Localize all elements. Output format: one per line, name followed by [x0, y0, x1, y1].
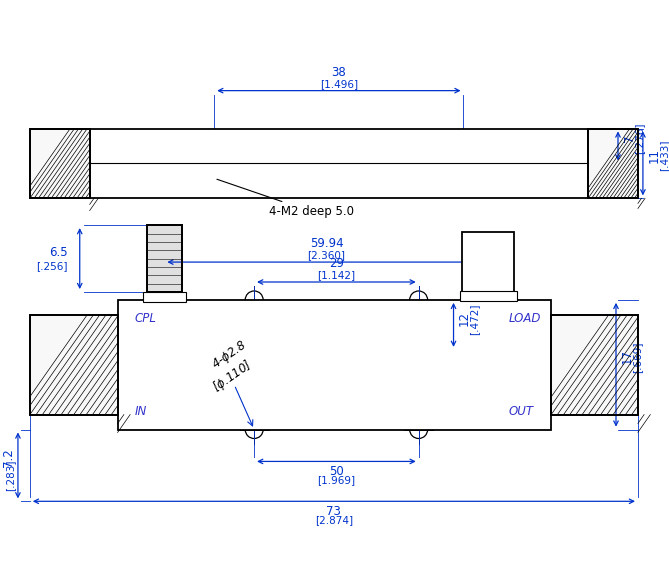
Text: 73: 73: [326, 505, 341, 518]
Text: [.669]: [.669]: [632, 341, 642, 373]
Text: 7.2: 7.2: [2, 448, 15, 467]
Bar: [90, 128, 588, 198]
Bar: [147, 225, 183, 292]
Bar: [588, 128, 638, 198]
Bar: [30, 315, 118, 414]
Bar: [118, 300, 551, 430]
Text: [1.969]: [1.969]: [317, 475, 355, 486]
Text: 29: 29: [329, 257, 344, 270]
Text: [1.142]: [1.142]: [317, 270, 355, 280]
Bar: [462, 232, 514, 292]
Bar: [30, 315, 118, 414]
Text: 4-$\phi$2.8: 4-$\phi$2.8: [209, 337, 251, 373]
Text: 38: 38: [332, 66, 347, 79]
Text: 59.94: 59.94: [310, 237, 343, 250]
Bar: [588, 128, 638, 198]
Bar: [551, 315, 638, 414]
Text: [2.874]: [2.874]: [315, 515, 353, 525]
Text: 50: 50: [329, 466, 344, 478]
Text: [.433]: [.433]: [659, 140, 669, 171]
Bar: [551, 315, 638, 414]
Text: [$\phi$.110]: [$\phi$.110]: [209, 357, 256, 396]
Text: 17: 17: [621, 349, 634, 364]
Text: [.283]: [.283]: [5, 459, 15, 491]
Text: LOAD: LOAD: [508, 312, 541, 325]
Text: 7: 7: [623, 134, 636, 142]
Bar: [30, 128, 90, 198]
Bar: [460, 291, 517, 301]
Text: 11: 11: [648, 148, 661, 163]
Bar: [30, 128, 90, 198]
Text: CPL: CPL: [134, 312, 157, 325]
Text: [.472]: [.472]: [470, 303, 480, 335]
Bar: [142, 292, 187, 302]
Text: 4-M2 deep 5.0: 4-M2 deep 5.0: [217, 179, 354, 218]
Text: [.276]: [.276]: [634, 122, 644, 154]
Text: [2.360]: [2.360]: [308, 250, 345, 260]
Text: IN: IN: [134, 405, 147, 418]
Text: 12: 12: [458, 311, 470, 327]
Text: OUT: OUT: [508, 405, 533, 418]
Text: [1.496]: [1.496]: [320, 79, 358, 89]
Bar: [147, 225, 183, 292]
Text: 6.5: 6.5: [49, 246, 68, 259]
Text: [.256]: [.256]: [36, 262, 68, 271]
